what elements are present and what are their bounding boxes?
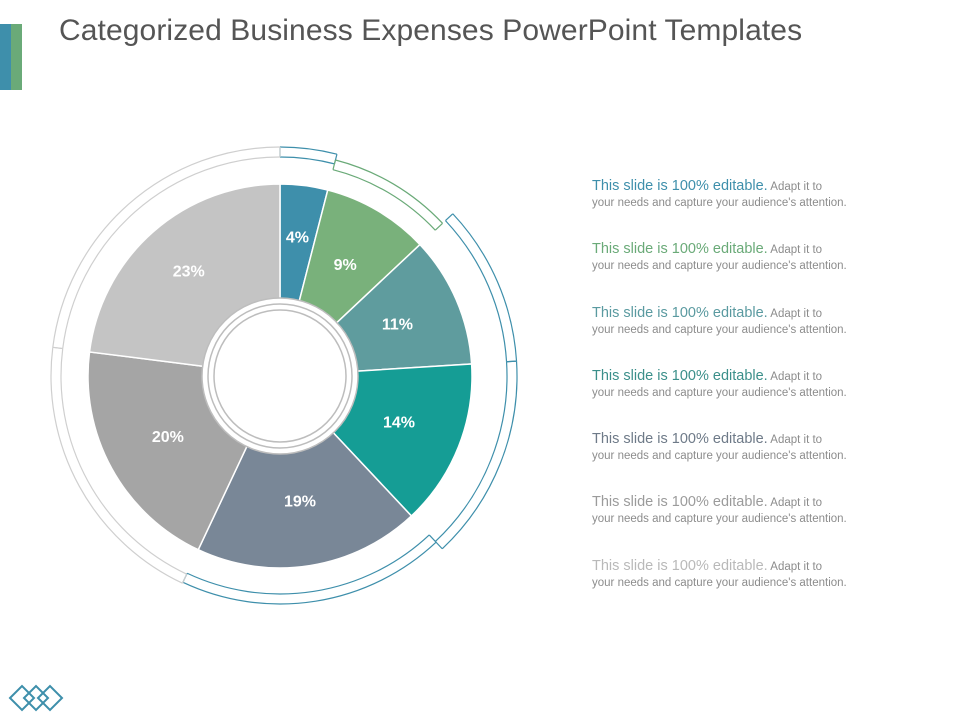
slice-label: 19% [284, 494, 316, 511]
center-rings-group [201, 297, 359, 455]
accent-bar-green [11, 24, 22, 90]
legend: This slide is 100% editable. Adapt it to… [592, 178, 892, 621]
outer-ring-arc [62, 156, 281, 349]
legend-heading: This slide is 100% editable. Adapt it to [592, 241, 892, 259]
center-ring [213, 309, 347, 443]
legend-heading-tail: Adapt it to [767, 560, 823, 573]
legend-heading-tail: Adapt it to [767, 370, 823, 383]
legend-description: your needs and capture your audience's a… [592, 513, 847, 526]
legend-description: your needs and capture your audience's a… [592, 576, 847, 589]
diamond-chain-logo-icon [8, 684, 64, 712]
legend-description: your needs and capture your audience's a… [592, 197, 847, 209]
legend-item: This slide is 100% editable. Adapt it to… [592, 494, 892, 557]
outer-ring-arc [279, 156, 335, 165]
outer-ring-arc [52, 146, 281, 348]
legend-item: This slide is 100% editable. Adapt it to… [592, 431, 892, 494]
slide-title: Categorized Business Expenses PowerPoint… [59, 14, 803, 47]
outer-ring-arc [182, 541, 437, 605]
legend-item: This slide is 100% editable. Adapt it to… [592, 178, 892, 241]
legend-heading-tail: Adapt it to [767, 244, 823, 257]
legend-heading-text: This slide is 100% editable. [592, 367, 768, 384]
outer-ring-tick [332, 159, 337, 170]
outer-ring-tick [428, 534, 437, 543]
outer-ring-tick [52, 346, 63, 350]
outer-ring-arc [332, 169, 436, 231]
slice-label: 9% [334, 257, 357, 274]
legend-heading-text: This slide is 100% editable. [592, 304, 768, 321]
outer-ring-arc [279, 146, 338, 155]
legend-description: your needs and capture your audience's a… [592, 450, 847, 463]
legend-heading: This slide is 100% editable. Adapt it to [592, 558, 892, 576]
legend-heading-text: This slide is 100% editable. [592, 494, 768, 511]
legend-heading: This slide is 100% editable. Adapt it to [592, 494, 892, 512]
legend-description: your needs and capture your audience's a… [592, 386, 847, 399]
outer-ring-arc [445, 220, 508, 362]
outer-ring-arc [186, 534, 430, 595]
legend-heading-text: This slide is 100% editable. [592, 178, 768, 194]
outer-ring-tick [506, 360, 517, 363]
outer-ring-tick [181, 573, 188, 584]
legend-heading: This slide is 100% editable. Adapt it to [592, 178, 892, 196]
center-ring [207, 303, 353, 449]
outer-ring-arc [335, 159, 443, 224]
slice-label: 4% [286, 229, 309, 246]
slice-label: 20% [152, 429, 184, 446]
legend-heading-text: This slide is 100% editable. [592, 241, 768, 258]
legend-item: This slide is 100% editable. Adapt it to… [592, 241, 892, 304]
legend-heading-tail: Adapt it to [767, 434, 823, 447]
legend-heading-tail: Adapt it to [767, 497, 823, 510]
outer-ring-arc [50, 347, 183, 584]
outer-ring-arc [441, 361, 518, 550]
legend-heading-text: This slide is 100% editable. [592, 557, 768, 574]
outer-ring-arc [434, 361, 508, 542]
accent-bar-blue [0, 24, 11, 90]
outer-ring-arc [60, 348, 188, 575]
legend-item: This slide is 100% editable. Adapt it to… [592, 368, 892, 431]
legend-description: your needs and capture your audience's a… [592, 323, 847, 336]
legend-heading-tail: Adapt it to [767, 181, 823, 193]
legend-heading: This slide is 100% editable. Adapt it to [592, 431, 892, 449]
legend-item: This slide is 100% editable. Adapt it to… [592, 305, 892, 368]
legend-description: your needs and capture your audience's a… [592, 260, 847, 273]
legend-heading: This slide is 100% editable. Adapt it to [592, 368, 892, 386]
center-ring [201, 297, 359, 455]
slice-label-group: 4% 9% 11% 14% 19% 20% 23% [152, 229, 415, 510]
slice-label: 23% [173, 264, 205, 281]
outer-ring-arc [452, 213, 518, 362]
legend-item: This slide is 100% editable. Adapt it to… [592, 558, 892, 621]
legend-heading: This slide is 100% editable. Adapt it to [592, 305, 892, 323]
outer-ring-group [50, 146, 518, 605]
slice-label: 14% [383, 414, 415, 431]
outer-ring-tick [434, 541, 443, 550]
center-core [228, 324, 332, 428]
slice-label: 11% [382, 316, 413, 333]
outer-ring-tick [434, 222, 443, 231]
outer-ring-tick [445, 213, 454, 222]
title-accent-bar [0, 24, 22, 90]
legend-heading-tail: Adapt it to [767, 307, 823, 320]
legend-heading-text: This slide is 100% editable. [592, 431, 768, 448]
